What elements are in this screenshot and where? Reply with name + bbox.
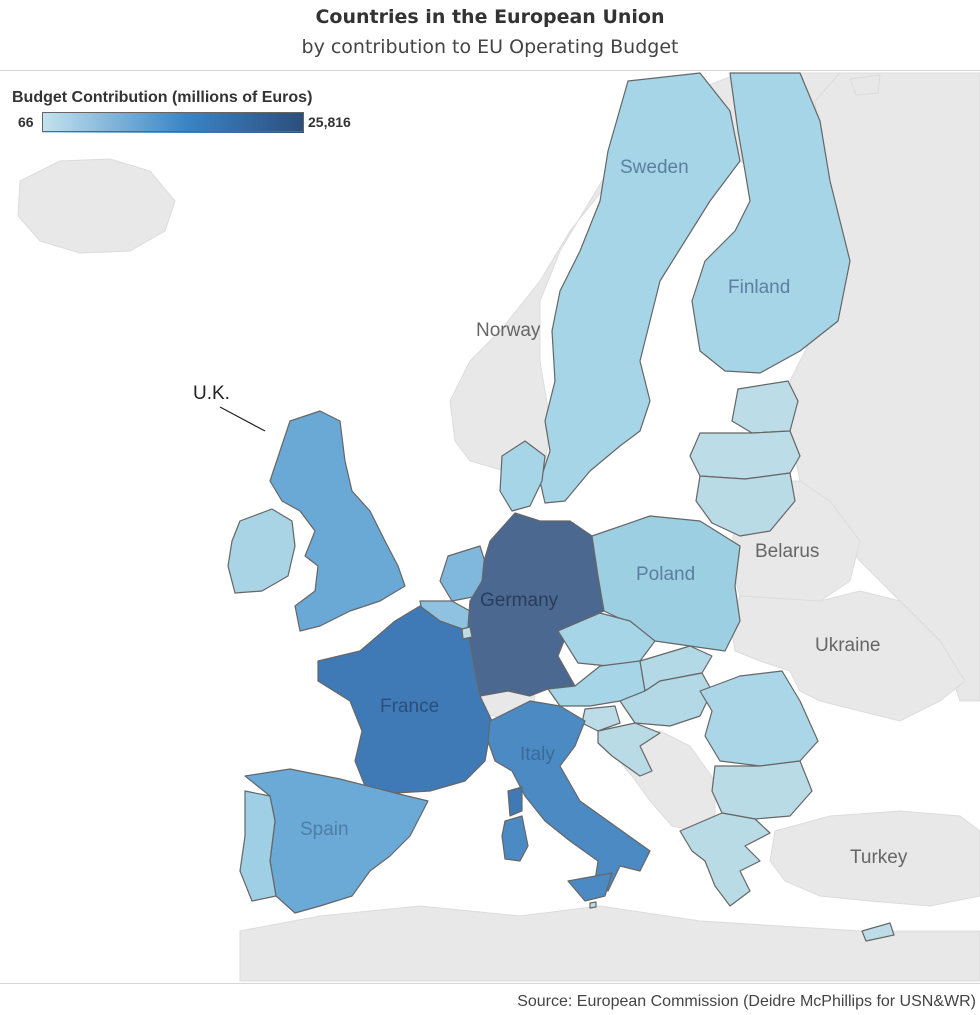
legend-max-label: 25,816 (308, 114, 351, 130)
legend-title: Budget Contribution (millions of Euros) (12, 89, 313, 106)
label-finland: Finland (728, 277, 790, 298)
country-lithuania[interactable] (695, 472, 796, 537)
country-estonia[interactable] (731, 380, 799, 434)
country-greece[interactable] (679, 812, 771, 907)
country-croatia[interactable] (597, 722, 661, 777)
label-ukraine: Ukraine (815, 635, 880, 656)
label-uk-callout: U.K. (193, 383, 230, 404)
ukraine-shape[interactable] (729, 590, 966, 722)
country-bulgaria[interactable] (711, 760, 813, 820)
label-france: France (380, 696, 439, 717)
legend-min-label: 66 (18, 114, 34, 130)
legend-color-bar (42, 112, 304, 132)
label-poland: Poland (636, 564, 695, 585)
label-italy: Italy (520, 744, 555, 765)
country-cyprus[interactable] (861, 922, 895, 942)
north-africa-shape[interactable] (239, 905, 980, 982)
country-luxembourg[interactable] (461, 626, 473, 640)
country-latvia[interactable] (689, 430, 801, 480)
country-france[interactable] (317, 605, 493, 794)
country-france-corsica[interactable] (507, 786, 523, 817)
country-denmark[interactable] (499, 440, 546, 512)
country-poland[interactable] (591, 515, 741, 652)
norway-islands-shape (849, 74, 881, 96)
label-belarus: Belarus (755, 541, 819, 562)
map-subtitle: by contribution to EU Operating Budget (301, 36, 679, 58)
label-norway: Norway (476, 320, 541, 341)
country-italy[interactable] (487, 700, 651, 892)
label-turkey: Turkey (850, 847, 908, 868)
turkey-shape[interactable] (769, 810, 980, 907)
country-ireland[interactable] (227, 508, 296, 594)
country-italy-sicily[interactable] (567, 872, 613, 902)
label-spain: Spain (300, 819, 349, 840)
country-finland[interactable] (691, 72, 851, 374)
country-czechia[interactable] (557, 612, 656, 667)
source-note: Source: European Commission (Deidre McPh… (517, 993, 976, 1010)
country-portugal[interactable] (239, 790, 277, 902)
country-italy-sardinia[interactable] (501, 815, 529, 862)
country-uk[interactable] (269, 410, 406, 632)
uk-callout-line (219, 406, 266, 432)
map-title: Countries in the European Union (315, 6, 665, 28)
iceland-shape (17, 158, 176, 254)
map-canvas[interactable]: Sweden Finland Norway Belarus Poland Ger… (0, 70, 980, 984)
country-sweden[interactable] (539, 72, 741, 504)
label-germany: Germany (480, 590, 559, 611)
label-sweden: Sweden (620, 157, 689, 178)
country-malta[interactable] (589, 901, 597, 909)
europe-map[interactable]: Sweden Finland Norway Belarus Poland Ger… (0, 71, 980, 983)
legend-gradient (42, 113, 304, 133)
